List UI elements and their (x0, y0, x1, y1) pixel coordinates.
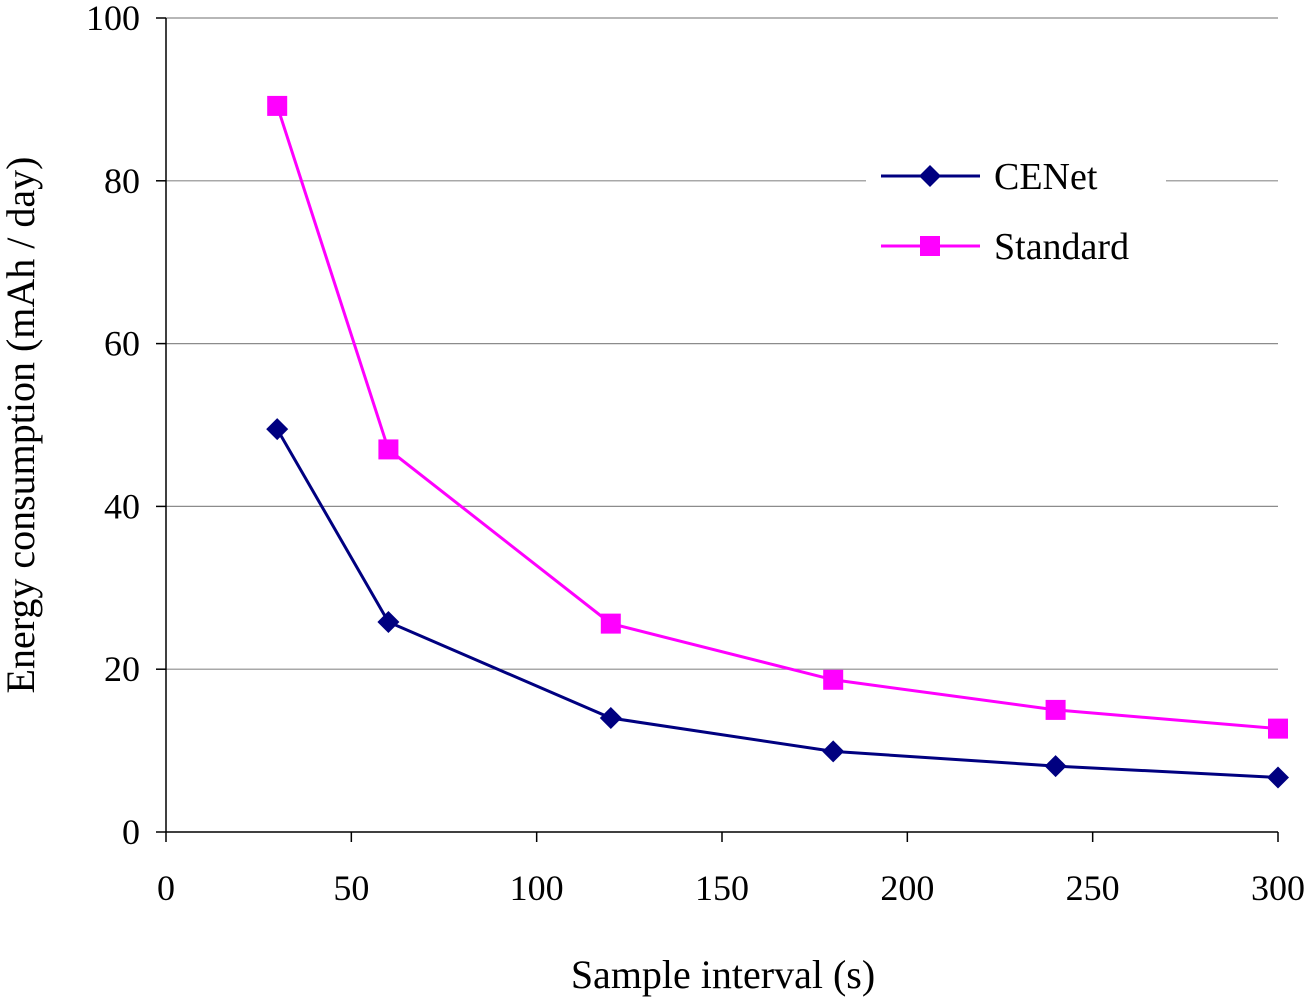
y-tick-label: 0 (122, 812, 140, 852)
y-axis-label: Energy consumption (mAh / day) (0, 157, 43, 694)
data-series (266, 95, 1289, 789)
standard-series-line (275, 105, 1279, 731)
x-tick-label: 150 (695, 868, 749, 908)
x-tick-label: 50 (333, 868, 369, 908)
y-tick-label: 80 (104, 161, 140, 201)
x-tick-label: 300 (1251, 868, 1305, 908)
grid-lines (166, 17, 1278, 670)
y-tick-label: 40 (104, 486, 140, 526)
cenet-data-point (1044, 755, 1067, 778)
cenet-series-line (275, 428, 1279, 779)
legend-box (866, 140, 1166, 280)
axes: 0 20 40 60 80 100 0 50 100 150 200 250 300 (86, 0, 1305, 908)
legend-standard-label: Standard (994, 226, 1129, 268)
standard-data-point (600, 613, 621, 634)
x-tick-label: 100 (510, 868, 564, 908)
x-tick-label: 250 (1066, 868, 1120, 908)
standard-data-point (267, 95, 288, 116)
standard-data-point (823, 669, 844, 690)
standard-data-point (378, 439, 399, 460)
y-tick-label: 20 (104, 649, 140, 689)
standard-data-point (1045, 699, 1066, 720)
cenet-data-point (1267, 766, 1289, 789)
x-tick-label: 200 (880, 868, 934, 908)
y-tick-label: 100 (86, 0, 140, 38)
standard-data-point (1268, 718, 1288, 739)
legend-cenet-marker (919, 165, 941, 187)
legend-cenet-label: CENet (994, 156, 1098, 198)
legend-standard-marker (920, 236, 940, 256)
x-tick-label: 0 (157, 868, 175, 908)
cenet-data-point (266, 418, 289, 441)
cenet-data-point (822, 740, 845, 763)
cenet-data-point (377, 610, 400, 633)
y-tick-label: 60 (104, 324, 140, 364)
cenet-data-point (599, 707, 622, 730)
x-axis-label: Sample interval (s) (571, 952, 875, 997)
legend: CENet Standard (866, 140, 1166, 280)
